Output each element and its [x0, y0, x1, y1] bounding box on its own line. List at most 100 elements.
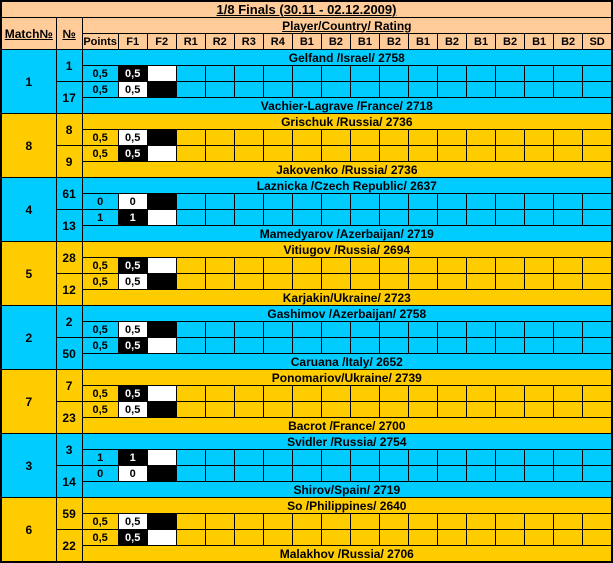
player-seed: 7	[55, 369, 83, 402]
game-f1-cell: 0,5	[117, 337, 148, 354]
game-cell-empty	[320, 209, 351, 226]
player-seed: 1	[55, 49, 83, 82]
game-cell-empty	[466, 65, 497, 82]
game-cell-empty	[582, 273, 613, 290]
match-row: 7 7 Ponomariov/Ukraine/ 2739	[0, 369, 613, 434]
player-name: Bacrot /France/ 2700	[81, 417, 613, 434]
score-row: 13 1 1	[1, 209, 613, 242]
game-cell-empty	[262, 257, 293, 274]
points-cell: 0,5	[81, 257, 119, 274]
game-cell-empty	[407, 145, 439, 162]
player-seed: 23	[55, 401, 83, 434]
game-cell-empty	[495, 385, 526, 402]
player-name: Caruana /Italy/ 2652	[81, 353, 613, 370]
game-cell-empty	[175, 65, 206, 82]
game-cell-empty	[553, 193, 584, 210]
game-cell-empty	[495, 273, 526, 290]
game-cell-empty	[349, 465, 380, 482]
score-row: 14 0 0	[1, 465, 613, 498]
match-row: Vachier-Lagrave /France/ 2718	[1, 97, 613, 114]
game-cell-empty	[436, 529, 468, 546]
game-f1-cell: 0,5	[117, 129, 148, 146]
game-cell-empty	[175, 337, 206, 354]
player-seed: 28	[55, 241, 83, 274]
game-cell-empty	[553, 81, 584, 98]
game-cell-empty	[553, 129, 584, 146]
game-cell-empty	[524, 129, 555, 146]
game-cell-empty	[262, 273, 293, 290]
game-cell-empty	[233, 401, 264, 418]
column-header-b1e: B1	[524, 33, 555, 50]
game-cell-empty	[233, 129, 264, 146]
game-cell-empty	[291, 529, 322, 546]
game-f2-cell	[146, 321, 177, 338]
game-cell-empty	[407, 385, 439, 402]
player-seed: 3	[55, 433, 83, 466]
game-cell-empty	[524, 401, 555, 418]
game-cell-empty	[582, 65, 613, 82]
points-cell: 0,5	[81, 65, 119, 82]
game-cell-empty	[378, 513, 409, 530]
game-f1-cell: 0,5	[117, 529, 148, 546]
game-cell-empty	[553, 337, 584, 354]
game-cell-empty	[204, 129, 235, 146]
match-number: 6	[0, 497, 57, 563]
game-cell-empty	[495, 65, 526, 82]
game-cell-empty	[524, 257, 555, 274]
game-cell-empty	[320, 529, 351, 546]
game-f2-cell	[146, 145, 177, 162]
score-row: 0,5 0,5	[1, 65, 613, 82]
player-seed: 9	[55, 145, 83, 178]
player-name: So /Philippines/ 2640	[81, 497, 613, 514]
game-cell-empty	[495, 337, 526, 354]
game-cell-empty	[466, 513, 497, 530]
player-name: Vachier-Lagrave /France/ 2718	[81, 97, 613, 114]
game-f1-cell: 0,5	[117, 385, 148, 402]
points-cell: 0,5	[81, 337, 119, 354]
game-cell-empty	[378, 193, 409, 210]
game-cell-empty	[524, 81, 555, 98]
game-f2-cell	[146, 209, 177, 226]
page-title: 1/8 Finals (30.11 - 02.12.2009)	[0, 0, 613, 18]
game-cell-empty	[582, 401, 613, 418]
game-cell-empty	[291, 193, 322, 210]
game-cell-empty	[349, 449, 380, 466]
game-cell-empty	[291, 401, 322, 418]
game-cell-empty	[204, 401, 235, 418]
game-cell-empty	[436, 449, 468, 466]
points-cell: 0,5	[81, 129, 119, 146]
game-f2-cell	[146, 385, 177, 402]
game-cell-empty	[436, 257, 468, 274]
game-cell-empty	[262, 129, 293, 146]
game-f2-cell	[146, 65, 177, 82]
game-cell-empty	[349, 273, 380, 290]
game-cell-empty	[378, 321, 409, 338]
player-seed: 50	[55, 337, 83, 370]
points-cell: 1	[81, 209, 119, 226]
game-cell-empty	[233, 257, 264, 274]
player-seed: 12	[55, 273, 83, 306]
game-cell-empty	[233, 465, 264, 482]
score-row: 23 0,5 0,5	[1, 401, 613, 434]
game-f1-cell: 0,5	[117, 321, 148, 338]
game-cell-empty	[553, 529, 584, 546]
game-cell-empty	[378, 145, 409, 162]
column-header-f2: F2	[146, 33, 177, 50]
points-cell: 0,5	[81, 321, 119, 338]
player-name: Laznicka /Czech Republic/ 2637	[81, 177, 613, 194]
game-cell-empty	[524, 337, 555, 354]
header-player-group: Player/Country/ Rating	[81, 17, 613, 34]
player-seed: 17	[55, 81, 83, 114]
points-cell: 0,5	[81, 401, 119, 418]
column-header-b1a: B1	[291, 33, 322, 50]
game-cell-empty	[262, 65, 293, 82]
game-cell-empty	[582, 209, 613, 226]
game-cell-empty	[407, 337, 439, 354]
column-header-r4: R4	[262, 33, 293, 50]
game-cell-empty	[553, 321, 584, 338]
game-cell-empty	[349, 401, 380, 418]
game-cell-empty	[466, 401, 497, 418]
game-f2-cell	[146, 257, 177, 274]
player-name: Svidler /Russia/ 2754	[81, 433, 613, 450]
